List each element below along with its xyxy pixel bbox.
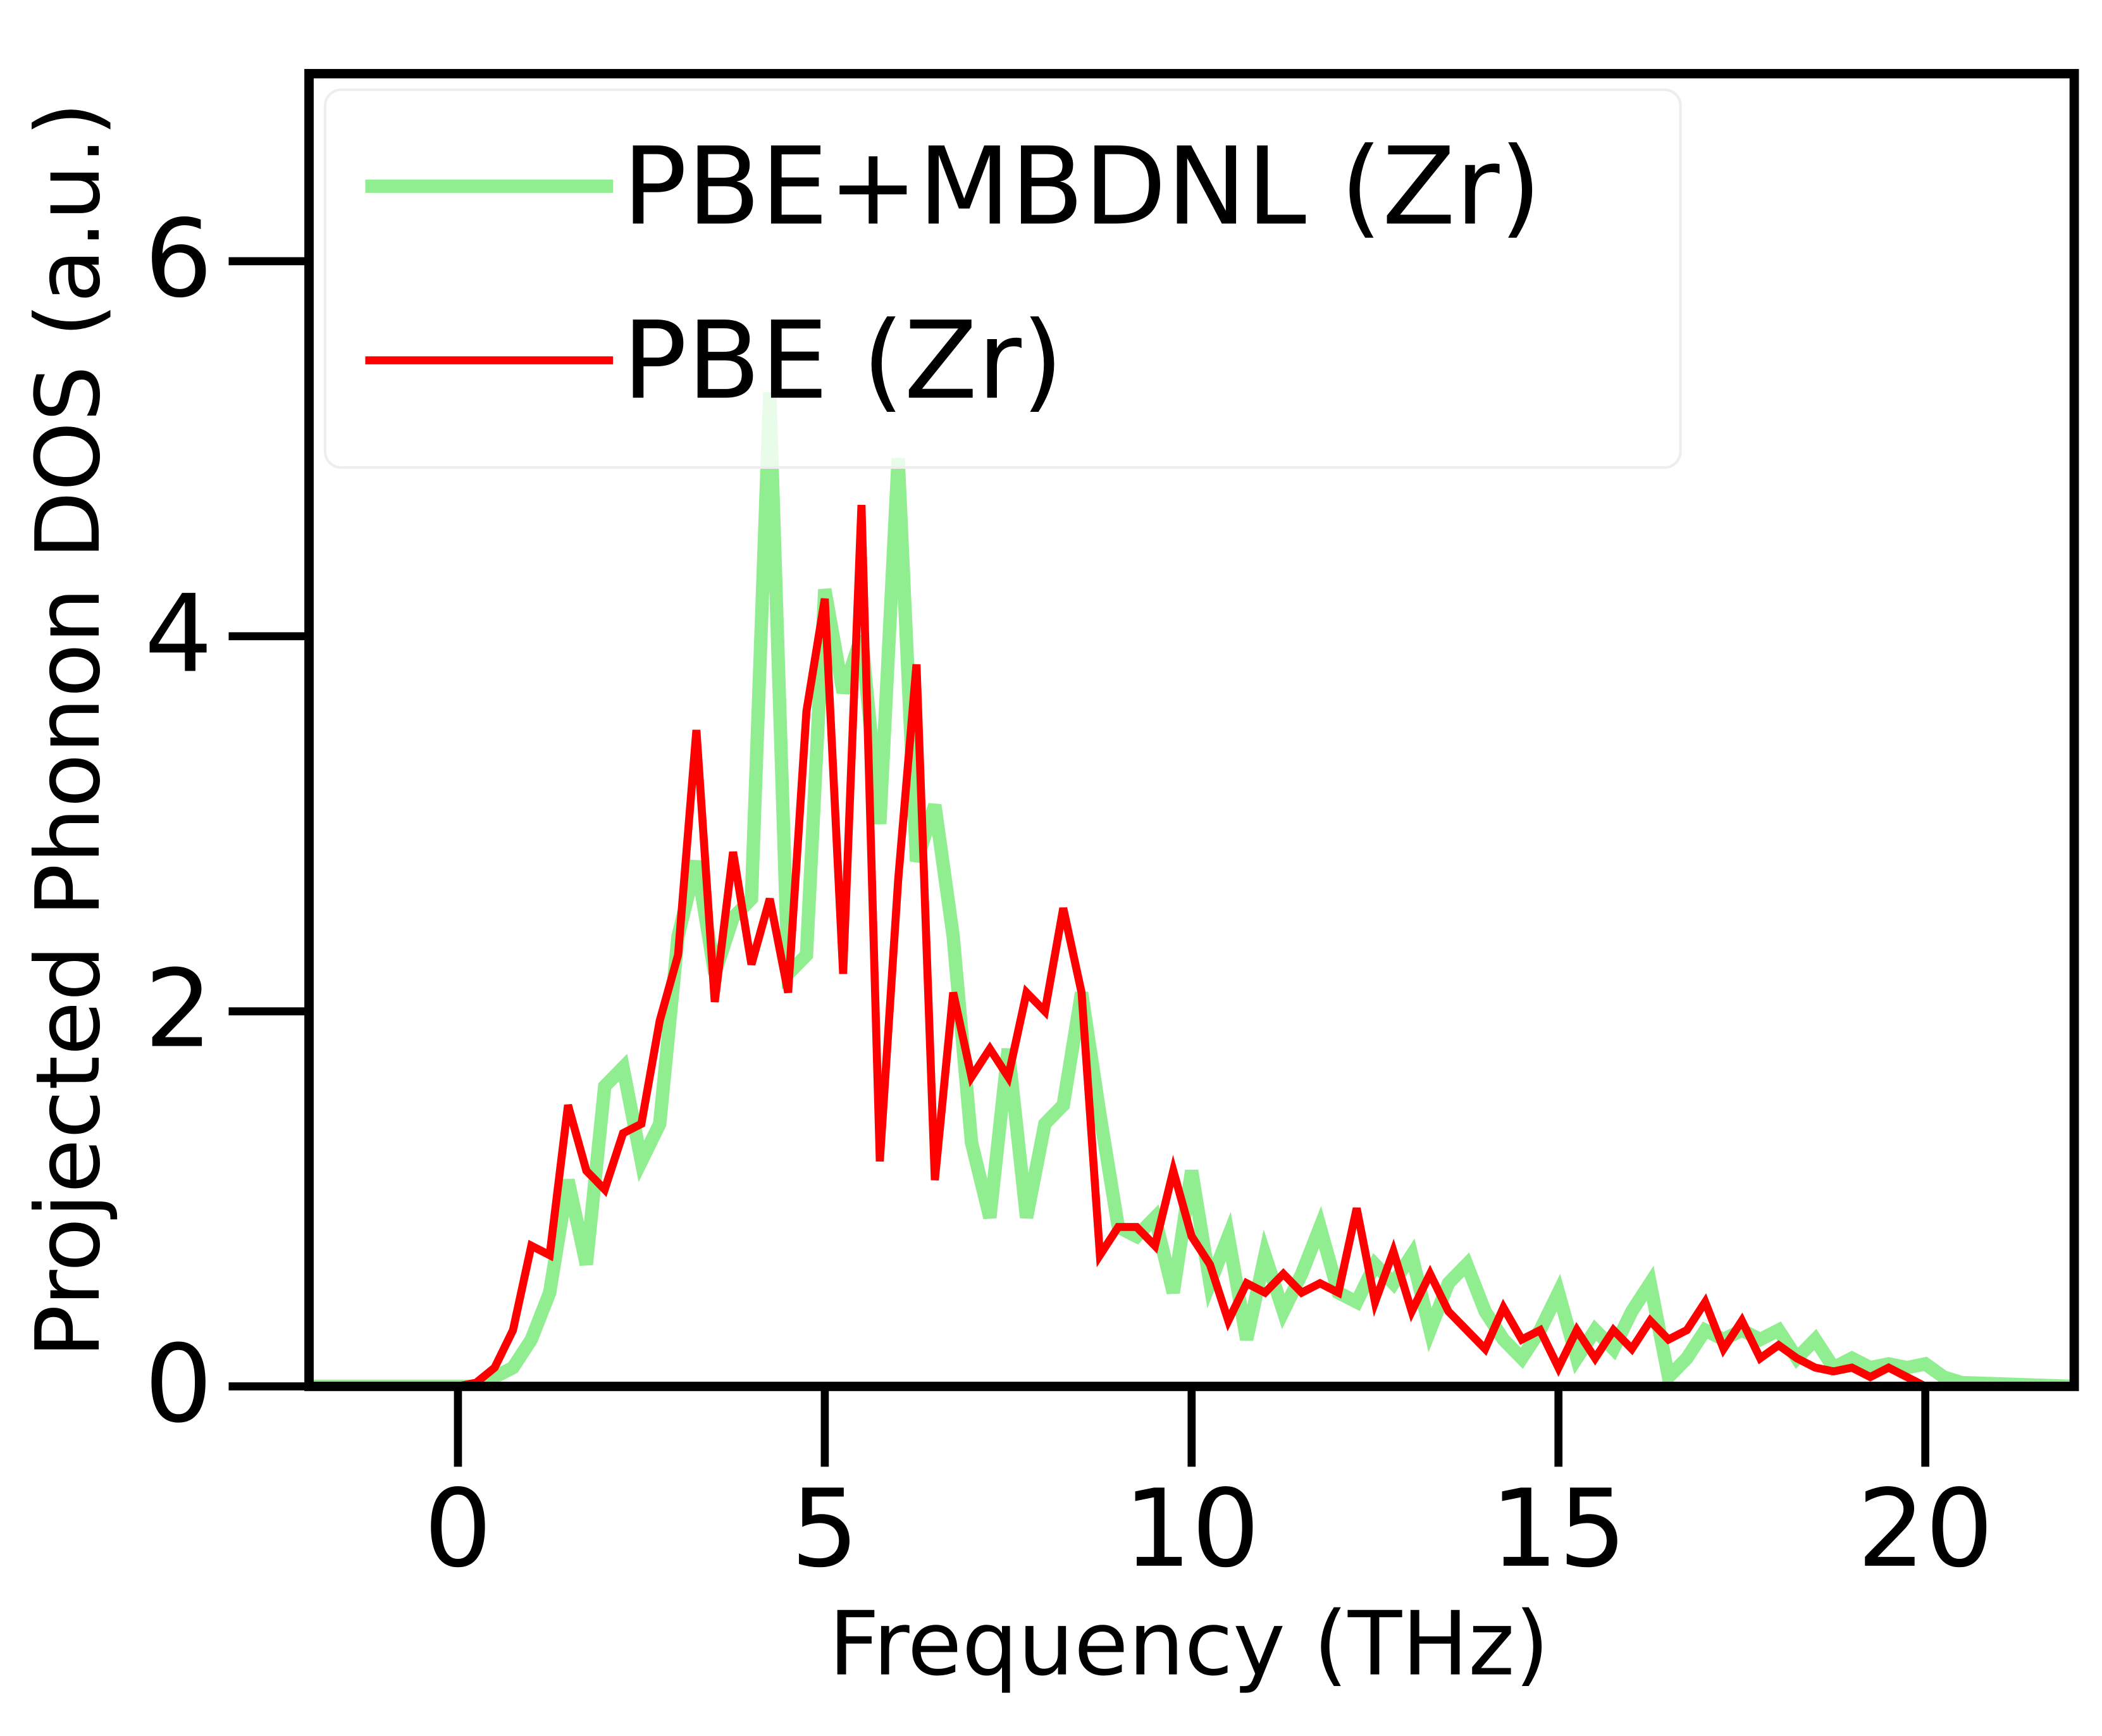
x-axis-label: Frequency (THz) (829, 1592, 1549, 1696)
x-tick-label: 0 (424, 1466, 492, 1591)
y-tick-label: 2 (144, 946, 213, 1071)
legend-box (323, 88, 1682, 469)
x-tick-label: 15 (1490, 1466, 1627, 1591)
y-tick-label: 0 (144, 1322, 213, 1446)
y-axis-label: Projected Phonon DOS (a.u.) (16, 102, 120, 1358)
plot-frame (304, 69, 2079, 1391)
x-tick-label: 10 (1123, 1466, 1260, 1591)
legend-label: PBE+MBDNL (Zr) (622, 124, 1542, 249)
plot-area (311, 392, 2072, 1387)
x-tick-label: 5 (791, 1466, 859, 1591)
y-tick-label: 6 (144, 197, 213, 321)
series-line (311, 504, 2072, 1387)
legend-label: PBE (Zr) (622, 299, 1063, 423)
x-tick-label: 20 (1857, 1466, 1994, 1591)
y-tick-label: 4 (144, 572, 213, 697)
